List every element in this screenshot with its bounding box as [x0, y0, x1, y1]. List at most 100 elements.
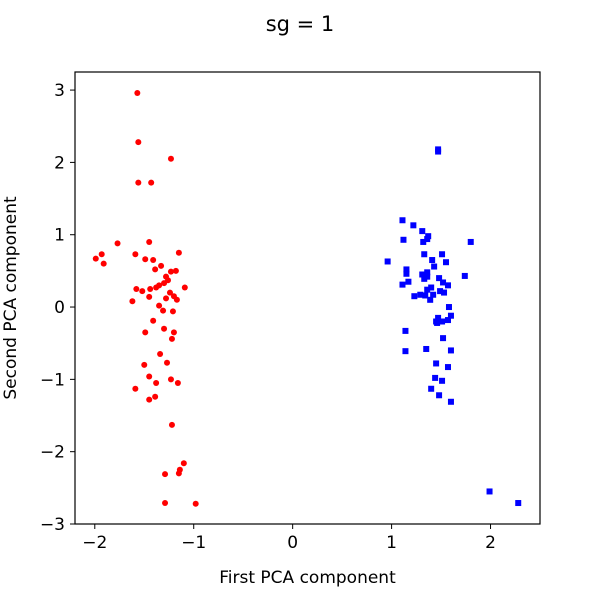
series-1-point-45: [146, 373, 153, 380]
series-1-point-7: [146, 238, 153, 245]
series-2-point-28: [444, 282, 451, 289]
series-2-point-10: [420, 238, 427, 245]
series-1-point-6: [114, 240, 121, 247]
series-2-point-48: [423, 345, 430, 352]
series-2-point-18: [403, 270, 410, 277]
series-1-point-36: [169, 308, 176, 315]
series-1-point-26: [139, 288, 146, 295]
series-1-point-51: [146, 396, 153, 403]
series-1-point-2: [135, 139, 142, 146]
series-1-point-38: [161, 325, 168, 332]
series-2-point-43: [444, 317, 451, 324]
series-2-point-30: [437, 288, 444, 295]
series-2-point-34: [422, 292, 429, 299]
series-1-point-30: [163, 295, 170, 302]
series-1-point-34: [156, 302, 163, 309]
series-2-point-14: [429, 257, 436, 264]
series-1-point-21: [161, 280, 168, 287]
series-2-point-53: [439, 377, 446, 384]
series-1-point-3: [167, 155, 174, 162]
series-1-point-4: [135, 179, 142, 186]
series-2-point-51: [444, 364, 451, 371]
series-2-point-36: [417, 291, 424, 298]
series-1-point-40: [170, 329, 177, 336]
series-2-point-7: [400, 236, 407, 243]
series-2-point-11: [439, 251, 446, 258]
series-1-point-8: [98, 251, 105, 258]
series-2-point-33: [430, 291, 437, 298]
series-2-point-47: [402, 348, 409, 355]
plot-marks: [92, 89, 522, 507]
series-2-point-29: [428, 284, 435, 291]
series-1-point-24: [147, 285, 154, 292]
series-2-point-20: [419, 271, 426, 278]
x-tick-label: −2: [82, 533, 107, 553]
series-2-point-58: [515, 500, 522, 507]
series-1-point-27: [181, 284, 188, 291]
series-2-point-54: [428, 385, 435, 392]
series-2-point-55: [436, 392, 443, 399]
x-tick-label: −1: [181, 533, 206, 553]
series-1-point-18: [172, 267, 179, 274]
y-tick-label: 1: [54, 226, 65, 246]
series-1-point-16: [152, 266, 159, 273]
series-1-point-52: [168, 421, 175, 428]
series-1-point-17: [167, 268, 174, 275]
y-tick-label: −2: [40, 443, 65, 463]
series-1-point-42: [157, 351, 164, 358]
series-1-point-11: [100, 260, 107, 267]
series-1-point-35: [160, 307, 167, 314]
series-2-point-26: [399, 281, 406, 288]
series-2-point-27: [440, 279, 447, 286]
series-2-point-49: [447, 347, 454, 354]
series-1-point-33: [146, 293, 153, 300]
series-2-point-9: [467, 238, 474, 245]
series-2-point-52: [432, 374, 439, 381]
series-2-point-31: [424, 286, 431, 293]
x-axis-ticks: −2 −1 0 1 2: [82, 524, 496, 553]
series-1-point-58: [192, 500, 199, 507]
series-2-point-37: [427, 296, 434, 303]
series-2-point-2: [435, 148, 442, 155]
y-tick-label: −3: [40, 515, 65, 535]
series-1-point-53: [180, 460, 187, 467]
series-2-point-8: [424, 236, 431, 243]
series-1-point-13: [142, 256, 149, 263]
series-2-point-56: [447, 398, 454, 405]
series-1-point-50: [152, 393, 159, 400]
y-axis-label: Second PCA component: [1, 196, 21, 400]
series-2-point-15: [443, 259, 450, 266]
series-2-point-41: [439, 318, 446, 325]
series-2-point-19: [424, 269, 431, 276]
y-tick-label: 0: [54, 298, 65, 318]
series-2-point-13: [384, 258, 391, 265]
series-1-point-9: [132, 251, 139, 258]
series-2-point-45: [402, 327, 409, 334]
series-1-point-31: [173, 296, 180, 303]
series-2-point-23: [436, 275, 443, 282]
series-2-point-4: [410, 222, 417, 229]
series-1-point-46: [167, 376, 174, 383]
series-2-point-35: [411, 293, 418, 300]
series-1-point-23: [153, 284, 160, 291]
series-1-point-44: [141, 361, 148, 368]
series-2-point-32: [441, 289, 448, 296]
y-tick-label: 2: [54, 153, 65, 173]
plot-frame: [74, 71, 541, 525]
series-1-point-32: [129, 298, 136, 305]
series-1-point-39: [142, 329, 149, 336]
series-2-point-44: [434, 319, 441, 326]
series-2-point-3: [399, 217, 406, 224]
series-2-point-40: [447, 312, 454, 319]
series-2-point-46: [440, 335, 447, 342]
series-1-point-1: [134, 89, 141, 96]
series-2-point-24: [421, 275, 428, 282]
series-1-point-57: [162, 500, 169, 507]
series-1-point-28: [166, 289, 173, 296]
y-axis-ticks: −3 −2 −1 0 1 2 3: [40, 81, 75, 535]
series-2-point-25: [405, 278, 412, 285]
series-1-point-15: [158, 262, 165, 269]
series-2-point-39: [435, 314, 442, 321]
